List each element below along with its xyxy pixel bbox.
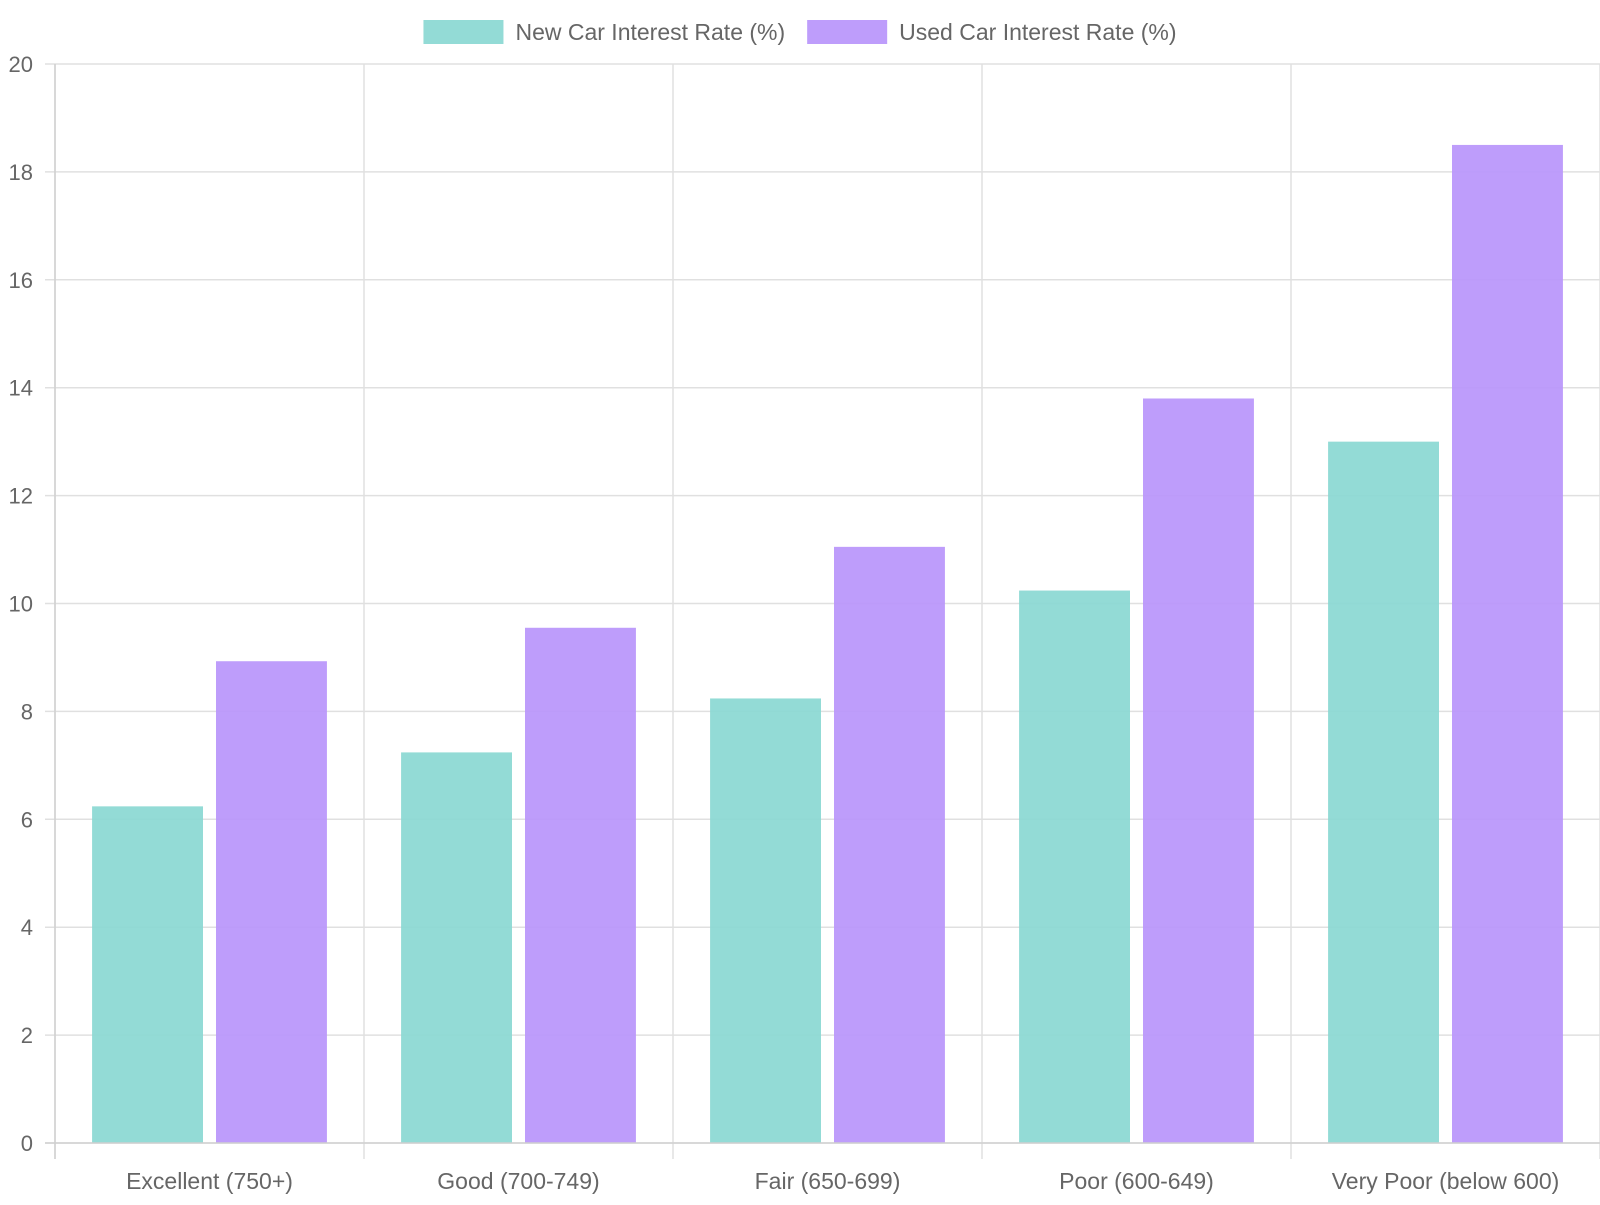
bar-used-car[interactable] (1452, 144, 1563, 1144)
legend-label: New Car Interest Rate (%) (515, 19, 785, 45)
y-tick-label: 18 (9, 160, 33, 185)
legend[interactable]: New Car Interest Rate (%) Used Car Intere… (423, 19, 1177, 45)
legend-item-used-car[interactable]: Used Car Interest Rate (%) (807, 19, 1177, 45)
bar-used-car[interactable] (1143, 398, 1254, 1143)
y-tick-label: 4 (21, 915, 33, 940)
y-tick-label: 12 (9, 484, 33, 509)
y-tick-label: 2 (21, 1023, 33, 1048)
legend-swatch (807, 20, 888, 44)
bar-new-car[interactable] (401, 752, 512, 1143)
bar-new-car[interactable] (1328, 441, 1439, 1143)
legend-label: Used Car Interest Rate (%) (899, 19, 1176, 45)
y-tick-label: 6 (21, 807, 33, 832)
bar-used-car[interactable] (525, 627, 636, 1143)
y-tick-label: 16 (9, 268, 33, 293)
y-tick-label: 0 (21, 1131, 33, 1156)
bar-new-car[interactable] (1019, 590, 1130, 1143)
bar-new-car[interactable] (710, 698, 821, 1143)
x-tick-label: Very Poor (below 600) (1332, 1168, 1560, 1194)
legend-item-new-car[interactable]: New Car Interest Rate (%) (423, 19, 785, 45)
legend-swatch (423, 20, 504, 44)
y-tick-label: 14 (9, 376, 33, 401)
x-tick-label: Poor (600-649) (1059, 1168, 1214, 1194)
y-tick-label: 10 (9, 592, 33, 617)
bar-new-car[interactable] (92, 806, 203, 1143)
bars-layer (92, 144, 1563, 1144)
x-tick-label: Fair (650-699) (755, 1168, 901, 1194)
y-tick-label: 20 (9, 52, 33, 77)
bar-used-car[interactable] (216, 661, 327, 1143)
bar-used-car[interactable] (834, 546, 945, 1143)
axes-layer: 0 2 4 6 8 10 12 14 16 18 20 Excellent (750+) Good (7… (9, 52, 1600, 1194)
x-tick-label: Good (700-749) (437, 1168, 599, 1194)
y-tick-label: 8 (21, 699, 33, 724)
x-tick-label: Excellent (750+) (126, 1168, 293, 1194)
